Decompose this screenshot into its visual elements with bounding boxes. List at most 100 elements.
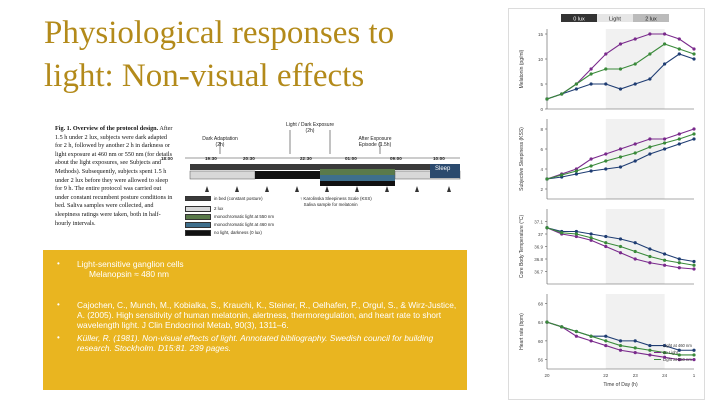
data-point: [618, 348, 623, 352]
data-point: [677, 47, 681, 51]
data-point: [648, 353, 652, 357]
data-point: [633, 151, 637, 155]
notes-box: • Light-sensitive ganglion cells Melanop…: [43, 250, 467, 390]
data-point: [648, 247, 652, 251]
phase-after-exposure: After Exposure Episode (1.5h): [358, 136, 392, 148]
data-point: [648, 137, 652, 141]
data-point: [633, 62, 637, 66]
slide-title: Physiological responses to light: Non-vi…: [44, 12, 484, 98]
data-point: [648, 152, 652, 156]
data-point: [663, 252, 667, 256]
data-point: [589, 232, 593, 236]
data-point: [560, 92, 564, 96]
y-tick-label: 56: [538, 358, 544, 363]
data-point: [692, 348, 696, 352]
data-point: [633, 249, 637, 254]
legend-label: no Light: [663, 350, 679, 355]
y-tick-label: 36.9: [534, 245, 543, 250]
y-axis-label: Heart rate (bpm): [519, 313, 525, 350]
data-point: [618, 165, 623, 169]
y-tick-label: 68: [538, 301, 544, 306]
legend-in-bed: in bed (constant posture): [185, 196, 263, 202]
y-tick-label: 8: [540, 127, 543, 132]
data-point: [692, 263, 696, 267]
data-point: [604, 52, 608, 56]
data-point: [574, 229, 578, 234]
data-point: [663, 137, 667, 141]
data-point: [692, 57, 696, 61]
data-point: [692, 127, 696, 131]
data-point: [692, 259, 696, 264]
data-point: [574, 234, 578, 239]
header-label: Light: [609, 17, 621, 23]
x-tick-label: 1: [693, 373, 696, 378]
data-point: [589, 334, 593, 338]
data-point: [560, 173, 564, 177]
data-point: [663, 355, 667, 359]
data-point: [560, 325, 564, 329]
bullet-icon: •: [57, 259, 60, 268]
bullet-icon: •: [57, 300, 60, 309]
exposure-window: [605, 209, 665, 284]
y-tick-label: 37.1: [534, 220, 543, 225]
data-point: [589, 339, 593, 343]
x-axis-label: Time of Day (h): [603, 382, 638, 388]
data-point: [604, 334, 608, 338]
bullet-melanopsin: • Light-sensitive ganglion cells Melanop…: [57, 259, 184, 279]
data-point: [677, 37, 681, 41]
data-point: [604, 241, 608, 245]
data-point: [663, 141, 667, 145]
data-point: [604, 159, 608, 163]
data-point: [589, 164, 593, 168]
y-tick-label: 2: [540, 187, 543, 192]
protocol-figure: Fig. 1. Overview of the protocol design.…: [55, 120, 465, 250]
exposure-window: [605, 294, 665, 369]
y-tick-label: 64: [538, 320, 544, 325]
data-point: [692, 358, 696, 362]
y-tick-label: 36.7: [534, 270, 543, 275]
data-point: [589, 67, 593, 71]
data-point: [648, 254, 652, 259]
data-point: [633, 82, 637, 86]
y-tick-label: 36.8: [534, 257, 543, 262]
data-point: [677, 132, 681, 136]
data-point: [633, 339, 637, 343]
header-0lux: [561, 14, 597, 22]
data-point: [648, 261, 652, 265]
header-label: 2 lux: [645, 17, 657, 23]
y-tick-label: 15: [538, 32, 544, 37]
data-point: [618, 339, 623, 343]
data-point: [692, 47, 696, 51]
data-point: [618, 67, 623, 71]
data-point: [545, 177, 549, 181]
header-2lux: [633, 14, 669, 22]
data-point: [618, 147, 623, 151]
data-point: [648, 52, 652, 56]
data-point: [604, 82, 608, 86]
figure-caption-title: Fig. 1. Overview of the protocol design.: [55, 125, 159, 132]
data-point: [574, 82, 578, 86]
data-point: [648, 343, 652, 348]
data-point: [545, 226, 549, 230]
protocol-timeline: [185, 130, 461, 192]
data-point: [663, 350, 667, 355]
data-point: [574, 169, 578, 173]
data-point: [545, 97, 549, 101]
y-axis-label: Melatonin (pg/ml): [519, 49, 525, 88]
data-point: [692, 353, 696, 357]
data-point: [604, 234, 608, 239]
reference-kuller: • Küller, R. (1981). Non-visual effects …: [57, 333, 434, 353]
data-point: [677, 358, 681, 362]
data-point: [618, 42, 623, 46]
data-point: [677, 52, 681, 56]
data-point: [618, 237, 623, 241]
data-point: [663, 343, 667, 348]
x-tick-label: 23: [633, 373, 639, 378]
data-point: [560, 231, 564, 235]
data-point: [663, 32, 667, 36]
data-point: [618, 251, 623, 255]
data-point: [663, 147, 667, 151]
data-point: [589, 236, 593, 240]
time-label: 09:00: [390, 156, 402, 161]
physiology-charts: 0 lux Light 2 lux 0 5 10 15 Melatonin (pg/ml…: [508, 8, 705, 400]
